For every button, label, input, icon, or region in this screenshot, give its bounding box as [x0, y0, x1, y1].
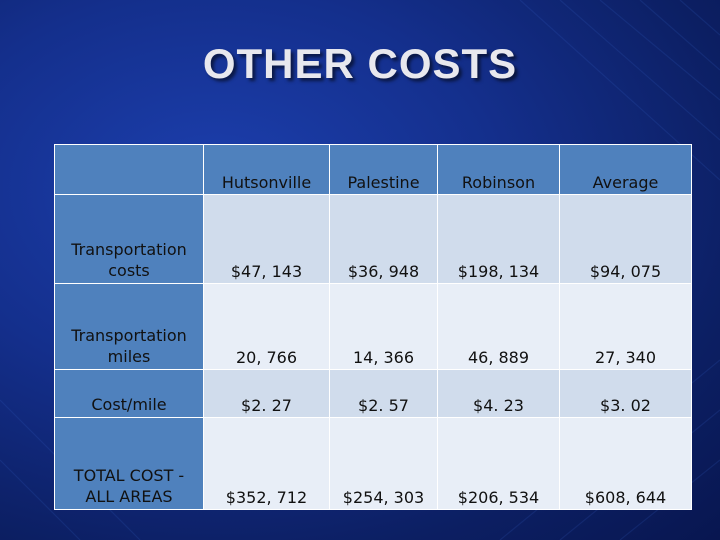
header-cell-hutsonville: Hutsonville	[203, 144, 330, 195]
row-label: Transportation costs	[54, 194, 204, 284]
table-row-cost-per-mile: Cost/mile $2. 27 $2. 57 $4. 23 $3. 02	[54, 369, 692, 418]
table-row-transportation-miles: Transportation miles 20, 766 14, 366 46,…	[54, 283, 692, 370]
table-cell: $3. 02	[559, 369, 692, 418]
slide-title: OTHER COSTS	[202, 40, 518, 87]
table-cell: 20, 766	[203, 283, 330, 370]
table-cell: $254, 303	[329, 417, 438, 510]
row-label-line1: Transportation	[71, 240, 187, 259]
row-label-line2: miles	[107, 347, 151, 366]
table-cell: $2. 27	[203, 369, 330, 418]
row-label-line1: Transportation	[71, 326, 187, 345]
row-label-line1: Cost/mile	[91, 395, 167, 414]
table-cell: $198, 134	[437, 194, 560, 284]
table-cell: 46, 889	[437, 283, 560, 370]
table-cell: $4. 23	[437, 369, 560, 418]
row-label: Transportation miles	[54, 283, 204, 370]
header-cell-corner	[54, 144, 204, 195]
table-row-total-cost: TOTAL COST - ALL AREAS $352, 712 $254, 3…	[54, 417, 692, 510]
table-cell: $608, 644	[559, 417, 692, 510]
table-cell: $94, 075	[559, 194, 692, 284]
table-cell: $352, 712	[203, 417, 330, 510]
table-cell: $206, 534	[437, 417, 560, 510]
row-label: Cost/mile	[54, 369, 204, 418]
table-cell: $2. 57	[329, 369, 438, 418]
table-cell: $47, 143	[203, 194, 330, 284]
row-label: TOTAL COST - ALL AREAS	[54, 417, 204, 510]
row-label-line2: costs	[108, 261, 150, 280]
header-cell-average: Average	[559, 144, 692, 195]
cost-table: Hutsonville Palestine Robinson Average T…	[54, 144, 692, 510]
table-cell: 14, 366	[329, 283, 438, 370]
header-cell-palestine: Palestine	[329, 144, 438, 195]
header-cell-robinson: Robinson	[437, 144, 560, 195]
table-cell: 27, 340	[559, 283, 692, 370]
table-cell: $36, 948	[329, 194, 438, 284]
table-row-transportation-costs: Transportation costs $47, 143 $36, 948 $…	[54, 194, 692, 284]
row-label-line2: ALL AREAS	[85, 487, 173, 506]
header-row: Hutsonville Palestine Robinson Average	[54, 144, 692, 195]
row-label-line1: TOTAL COST -	[73, 466, 185, 485]
